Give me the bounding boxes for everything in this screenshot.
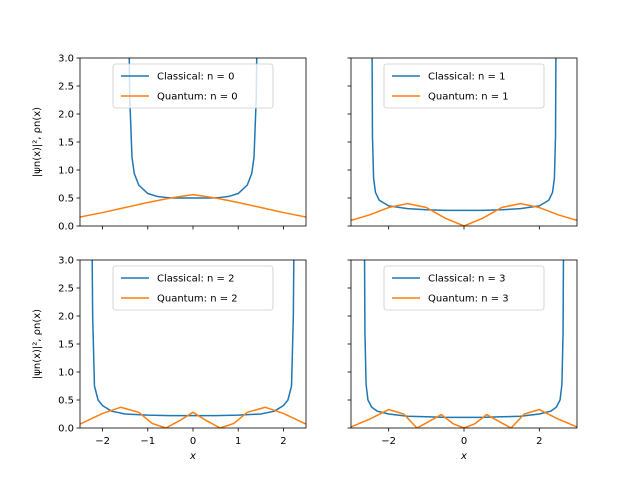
series-line-quantum bbox=[80, 193, 306, 218]
y-tick-label: 1.0 bbox=[58, 166, 74, 177]
series-line-quantum bbox=[351, 202, 577, 226]
series-line-classical bbox=[91, 260, 295, 417]
legend-entry-classical: Classical: n = 2 bbox=[157, 274, 234, 285]
legend-entry-quantum: Quantum: n = 3 bbox=[428, 294, 509, 305]
panel-n3: −2 0 2 x Classical: n = 3 Quantum: n = 3 bbox=[347, 259, 578, 462]
series-line-quantum bbox=[80, 406, 306, 428]
legend-box bbox=[383, 63, 545, 109]
legend-entry-quantum: Quantum: n = 1 bbox=[428, 92, 509, 103]
legend-entry-quantum: Quantum: n = 0 bbox=[157, 92, 238, 103]
y-tick-label: 2.5 bbox=[58, 82, 74, 93]
x-tick-label: −2 bbox=[95, 436, 110, 447]
legend: Classical: n = 1 Quantum: n = 1 bbox=[383, 63, 545, 109]
x-tick-label: 0 bbox=[461, 436, 467, 447]
y-tick-label: 2.0 bbox=[58, 312, 74, 323]
x-tick-label: 1 bbox=[235, 436, 241, 447]
legend: Classical: n = 2 Quantum: n = 2 bbox=[112, 265, 274, 311]
y-tick-label: 0.5 bbox=[58, 396, 74, 407]
y-tick-label: 2.0 bbox=[58, 110, 74, 121]
y-tick-label: 0.0 bbox=[58, 222, 74, 233]
x-axis-label: x bbox=[460, 451, 467, 462]
y-axis-label: |ψn(x)|², ρn(x) bbox=[32, 107, 43, 177]
legend-entry-classical: Classical: n = 1 bbox=[428, 72, 505, 83]
series-line-classical bbox=[371, 58, 557, 212]
y-tick-label: 3.0 bbox=[58, 54, 74, 65]
x-axis-label: x bbox=[189, 451, 196, 462]
legend: Classical: n = 3 Quantum: n = 3 bbox=[383, 265, 545, 311]
y-tick-label: 2.5 bbox=[58, 284, 74, 295]
x-tick-label: 2 bbox=[280, 436, 286, 447]
panel-n0: 0.0 0.5 1.0 1.5 2.0 2.5 3.0 |ψn(x)|², ρn(x) Clas… bbox=[32, 54, 307, 233]
y-tick-label: 0.0 bbox=[58, 424, 74, 435]
y-axis-label: |ψn(x)|², ρn(x) bbox=[32, 309, 43, 379]
legend-box bbox=[383, 265, 545, 311]
y-tick-label: 1.0 bbox=[58, 368, 74, 379]
series-line-classical bbox=[128, 58, 258, 199]
x-tick-label: 2 bbox=[536, 436, 542, 447]
panel-n2: 0.0 0.5 1.0 1.5 2.0 2.5 3.0 −2 −1 0 1 2 x |ψn(x)|², ρ… bbox=[32, 256, 307, 462]
series-line-classical bbox=[363, 260, 565, 419]
legend: Classical: n = 0 Quantum: n = 0 bbox=[112, 63, 274, 109]
panel-n1: Classical: n = 1 Quantum: n = 1 bbox=[347, 57, 578, 230]
legend-entry-classical: Classical: n = 0 bbox=[157, 72, 234, 83]
y-tick-label: 1.5 bbox=[58, 138, 74, 149]
y-tick-label: 3.0 bbox=[58, 256, 74, 267]
x-tick-label: 0 bbox=[190, 436, 196, 447]
legend-box bbox=[112, 265, 274, 311]
legend-box bbox=[112, 63, 274, 109]
y-tick-label: 0.5 bbox=[58, 194, 74, 205]
legend-entry-quantum: Quantum: n = 2 bbox=[157, 294, 238, 305]
legend-entry-classical: Classical: n = 3 bbox=[428, 274, 505, 285]
x-tick-label: −2 bbox=[381, 436, 396, 447]
x-tick-label: −1 bbox=[140, 436, 155, 447]
y-tick-label: 1.5 bbox=[58, 340, 74, 351]
series-line-quantum bbox=[351, 408, 577, 428]
